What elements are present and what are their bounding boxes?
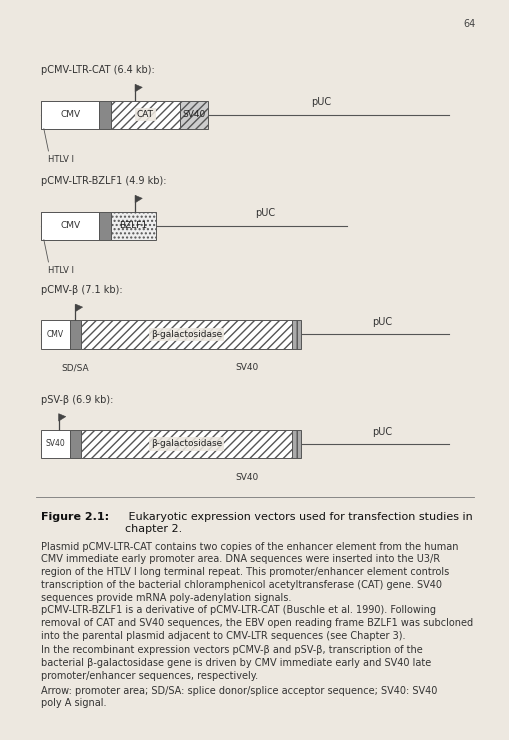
Bar [70, 320, 80, 349]
Bar [292, 320, 301, 349]
Bar [41, 430, 70, 458]
Text: pUC: pUC [310, 97, 331, 107]
Bar [41, 320, 70, 349]
Bar [292, 430, 301, 458]
Text: BZLF1: BZLF1 [119, 221, 147, 230]
Text: pCMV-β (7.1 kb):: pCMV-β (7.1 kb): [41, 285, 122, 295]
Text: Plasmid pCMV-LTR-CAT contains two copies of the enhancer element from the human
: Plasmid pCMV-LTR-CAT contains two copies… [41, 542, 458, 603]
Text: HTLV I: HTLV I [48, 266, 74, 275]
Bar [41, 101, 99, 129]
Text: pUC: pUC [372, 426, 392, 437]
Text: β-galactosidase: β-galactosidase [151, 440, 221, 448]
Text: SV40: SV40 [235, 363, 259, 372]
Text: CMV: CMV [60, 221, 80, 230]
Text: Eukaryotic expression vectors used for transfection studies in chapter 2.: Eukaryotic expression vectors used for t… [125, 512, 472, 534]
Text: SV40: SV40 [235, 473, 259, 482]
Bar [80, 430, 292, 458]
Polygon shape [135, 195, 142, 203]
Bar [99, 101, 110, 129]
Text: In the recombinant expression vectors pCMV-β and pSV-β, transcription of the
bac: In the recombinant expression vectors pC… [41, 645, 430, 681]
Bar [70, 430, 80, 458]
Bar [99, 212, 110, 240]
Polygon shape [135, 84, 142, 92]
Bar [41, 212, 69, 240]
Text: Figure 2.1:: Figure 2.1: [41, 512, 109, 522]
Bar [110, 101, 179, 129]
Text: SD/SA: SD/SA [62, 363, 89, 372]
Text: pUC: pUC [254, 208, 275, 218]
Bar [41, 212, 99, 240]
Text: pUC: pUC [372, 317, 392, 327]
Text: β-galactosidase: β-galactosidase [151, 330, 221, 339]
Text: 64: 64 [462, 18, 474, 29]
Text: HTLV I: HTLV I [48, 155, 74, 164]
Text: CMV: CMV [60, 110, 80, 119]
Text: CMV: CMV [47, 330, 64, 339]
Polygon shape [59, 414, 66, 421]
Text: pCMV-LTR-BZLF1 (4.9 kb):: pCMV-LTR-BZLF1 (4.9 kb): [41, 176, 166, 186]
Text: pCMV-LTR-BZLF1 is a derivative of pCMV-LTR-CAT (Buschle et al. 1990). Following
: pCMV-LTR-BZLF1 is a derivative of pCMV-L… [41, 605, 472, 641]
Text: pSV-β (6.9 kb):: pSV-β (6.9 kb): [41, 394, 113, 405]
Bar [80, 320, 292, 349]
Text: SV40: SV40 [46, 440, 65, 448]
Bar [41, 101, 69, 129]
Text: pCMV-LTR-CAT (6.4 kb):: pCMV-LTR-CAT (6.4 kb): [41, 65, 154, 75]
Bar [179, 101, 207, 129]
Polygon shape [75, 304, 82, 312]
Text: Arrow: promoter area; SD/SA: splice donor/splice acceptor sequence; SV40: SV40
p: Arrow: promoter area; SD/SA: splice dono… [41, 685, 436, 708]
Bar [110, 212, 155, 240]
Text: CAT: CAT [136, 110, 153, 119]
Text: SV40: SV40 [182, 110, 205, 119]
